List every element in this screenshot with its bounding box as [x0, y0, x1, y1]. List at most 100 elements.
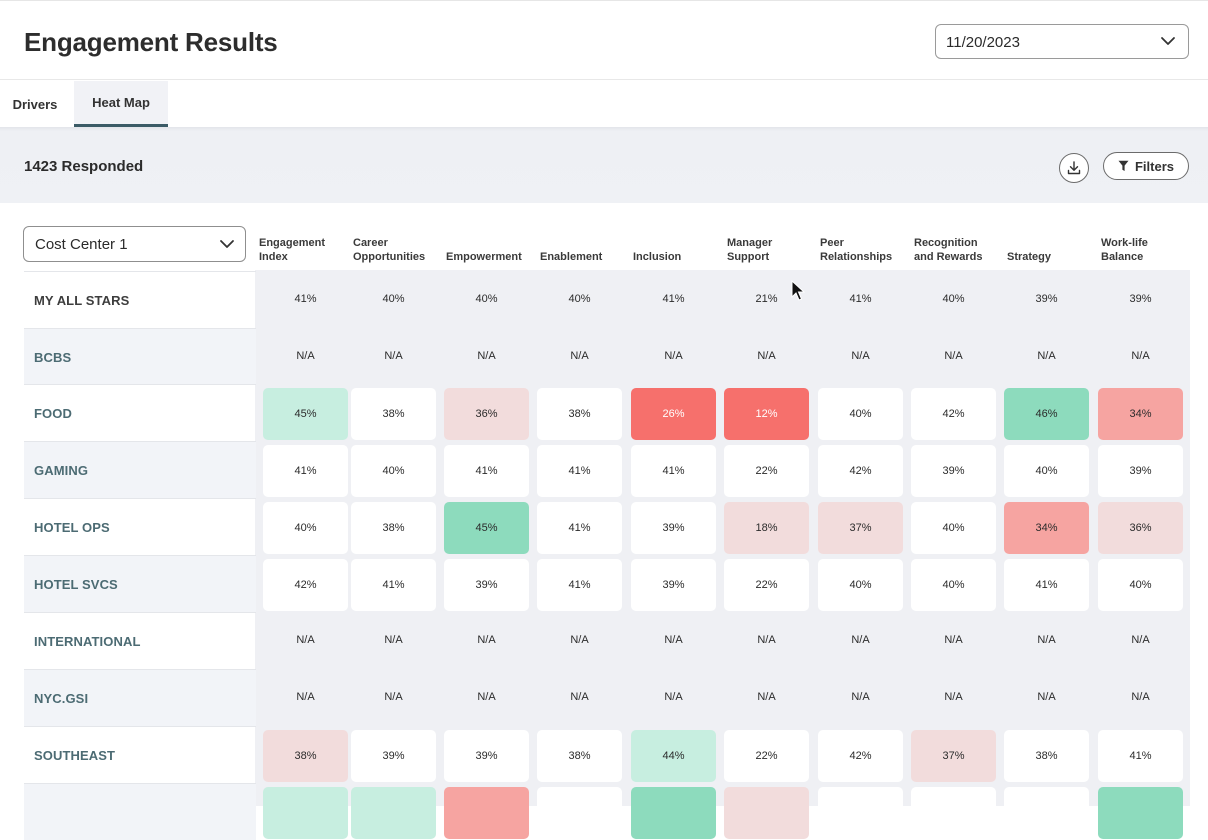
heat-map-cell: 40%	[351, 445, 436, 497]
filter-icon	[1118, 160, 1129, 171]
column-header: Empowerment	[446, 234, 538, 264]
cost-center-select[interactable]: Cost Center 1	[23, 226, 246, 262]
table-row: FOOD	[24, 384, 256, 441]
heat-map-cell: 38%	[351, 388, 436, 440]
filters-button[interactable]: Filters	[1103, 152, 1189, 180]
column-header: Peer Relationships	[820, 234, 912, 264]
column-header-label: Strategy	[1007, 251, 1052, 263]
table-row: HOTEL OPS	[24, 498, 256, 555]
heat-map-cell: 41%	[537, 502, 622, 554]
row-label[interactable]: MY ALL STARS	[34, 293, 130, 308]
heat-map-cell: N/A	[757, 350, 776, 362]
heat-map-cell: 37%	[911, 730, 996, 782]
column-header-label: Manager Support	[727, 237, 773, 263]
heat-map-cell: N/A	[296, 634, 315, 646]
heat-map-cell: 41%	[849, 293, 872, 305]
row-label[interactable]: NYC.GSI	[34, 691, 89, 706]
heat-map-cell: 26%	[631, 388, 716, 440]
heat-map-cell: N/A	[570, 350, 589, 362]
row-label[interactable]: SOUTHEAST	[34, 748, 116, 763]
heat-map-cell: 41%	[263, 445, 348, 497]
tab-heat-map[interactable]: Heat Map	[74, 81, 168, 127]
page-title: Engagement Results	[24, 27, 278, 57]
date-select-value: 11/20/2023	[946, 34, 1020, 51]
table-row: NYC.GSI	[24, 669, 256, 726]
row-label[interactable]: BCBS	[34, 350, 72, 365]
heat-map-cell: N/A	[944, 691, 963, 703]
download-icon	[1067, 161, 1081, 175]
heat-map-cell: 40%	[942, 293, 965, 305]
heat-map-cell: 22%	[724, 559, 809, 611]
date-select[interactable]: 11/20/2023	[935, 24, 1189, 59]
heat-map-cell	[818, 787, 903, 839]
column-header-label: Work-life Balance	[1101, 237, 1148, 263]
heat-map-cell: N/A	[384, 350, 403, 362]
heat-map-cell: 34%	[1004, 502, 1089, 554]
heat-map-cell: N/A	[1131, 350, 1150, 362]
heat-map-cell: N/A	[851, 350, 870, 362]
row-label[interactable]: HOTEL OPS	[34, 520, 110, 535]
heat-map-cell: 39%	[444, 730, 529, 782]
heat-map-cell: N/A	[477, 634, 496, 646]
heat-map-cell	[1098, 787, 1183, 839]
heat-map-cell: N/A	[477, 691, 496, 703]
mouse-cursor-icon	[791, 280, 805, 301]
heat-map-cell	[444, 787, 529, 839]
heat-map-cell	[724, 787, 809, 839]
column-header-label: Recognition and Rewards	[914, 237, 983, 263]
heat-map-cell: 40%	[818, 559, 903, 611]
table-row: HOTEL SVCS	[24, 555, 256, 612]
heat-map-cell: 39%	[1035, 293, 1058, 305]
heat-map-cell: N/A	[384, 691, 403, 703]
heat-map-cell	[631, 787, 716, 839]
heat-map-cell: N/A	[664, 350, 683, 362]
heat-map-cell: 18%	[724, 502, 809, 554]
page-header: Engagement Results 11/20/2023	[0, 0, 1208, 80]
row-label[interactable]: HOTEL SVCS	[34, 577, 118, 592]
heat-map-cell: N/A	[1037, 691, 1056, 703]
heat-map-cell: N/A	[757, 634, 776, 646]
heat-map-cell: 38%	[537, 730, 622, 782]
heat-map-cell: N/A	[570, 691, 589, 703]
heat-map-cell: 38%	[537, 388, 622, 440]
responded-count: 1423 Responded	[24, 158, 144, 175]
column-header: Inclusion	[633, 234, 725, 264]
heat-map-cell: N/A	[664, 634, 683, 646]
heat-map-cell: 12%	[724, 388, 809, 440]
cost-center-value: Cost Center 1	[35, 236, 128, 253]
heat-map-cell: 46%	[1004, 388, 1089, 440]
heat-map-cell: N/A	[851, 634, 870, 646]
heat-map-cell: N/A	[1037, 634, 1056, 646]
heat-map-cell	[911, 787, 996, 839]
heat-map-cell: N/A	[570, 634, 589, 646]
heat-map-cell: 45%	[263, 388, 348, 440]
row-label[interactable]: INTERNATIONAL	[34, 634, 141, 649]
heat-map-cell: 45%	[444, 502, 529, 554]
heat-map-cell	[537, 787, 622, 839]
download-button[interactable]	[1059, 153, 1089, 183]
column-header: Manager Support	[727, 234, 819, 264]
heat-map-cell: 22%	[724, 730, 809, 782]
column-header: Engagement Index	[259, 234, 351, 264]
column-header-label: Inclusion	[633, 251, 682, 263]
heat-map-cell: 22%	[724, 445, 809, 497]
row-label[interactable]: GAMING	[34, 463, 89, 478]
heat-map-cell: N/A	[944, 350, 963, 362]
row-label[interactable]: FOOD	[34, 406, 72, 421]
heat-map-cell: 36%	[1098, 502, 1183, 554]
heat-map-cell: 38%	[1004, 730, 1089, 782]
heat-map-cell: 39%	[1098, 445, 1183, 497]
heat-map-cell: N/A	[851, 691, 870, 703]
summary-bar: 1423 Responded Filters	[0, 127, 1208, 203]
table-row	[24, 783, 256, 840]
heat-map-cell: 41%	[294, 293, 317, 305]
heat-map-cell: 38%	[263, 730, 348, 782]
heat-map-cell: 40%	[382, 293, 405, 305]
table-row: SOUTHEAST	[24, 726, 256, 783]
heat-map-cell: N/A	[296, 350, 315, 362]
heat-map-cell: 21%	[755, 293, 778, 305]
chevron-down-icon	[220, 240, 234, 248]
tab-drivers[interactable]: Drivers	[12, 96, 58, 112]
heat-map-cell: 39%	[444, 559, 529, 611]
table-row: MY ALL STARS	[24, 271, 256, 328]
